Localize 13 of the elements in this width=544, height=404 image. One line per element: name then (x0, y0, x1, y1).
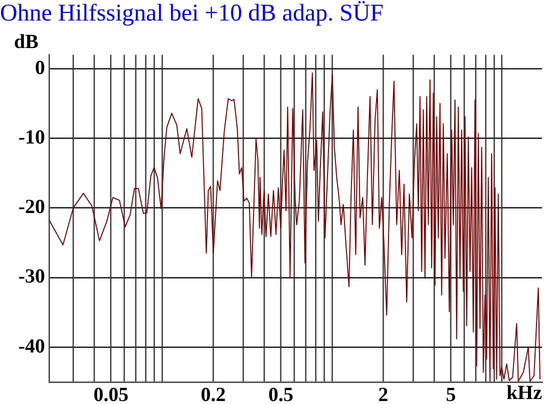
x-tick-label: 0.2 (200, 384, 226, 404)
y-axis-title: dB (14, 30, 38, 53)
x-tick-label: 5 (446, 384, 456, 404)
y-tick-label: -40 (18, 335, 45, 358)
chart-title: Ohne Hilfssignal bei +10 dB adap. SÜF (0, 0, 384, 27)
x-axis-title: kHz (506, 382, 542, 404)
y-tick-label: -20 (18, 196, 45, 218)
y-tick-label: -30 (18, 266, 45, 288)
y-tick-label: -10 (18, 126, 45, 149)
x-tick-label: 2 (378, 384, 388, 404)
x-tick-label: 0.5 (268, 384, 294, 404)
y-tick-label: 0 (35, 56, 45, 79)
x-tick-label: 0.05 (93, 384, 128, 404)
